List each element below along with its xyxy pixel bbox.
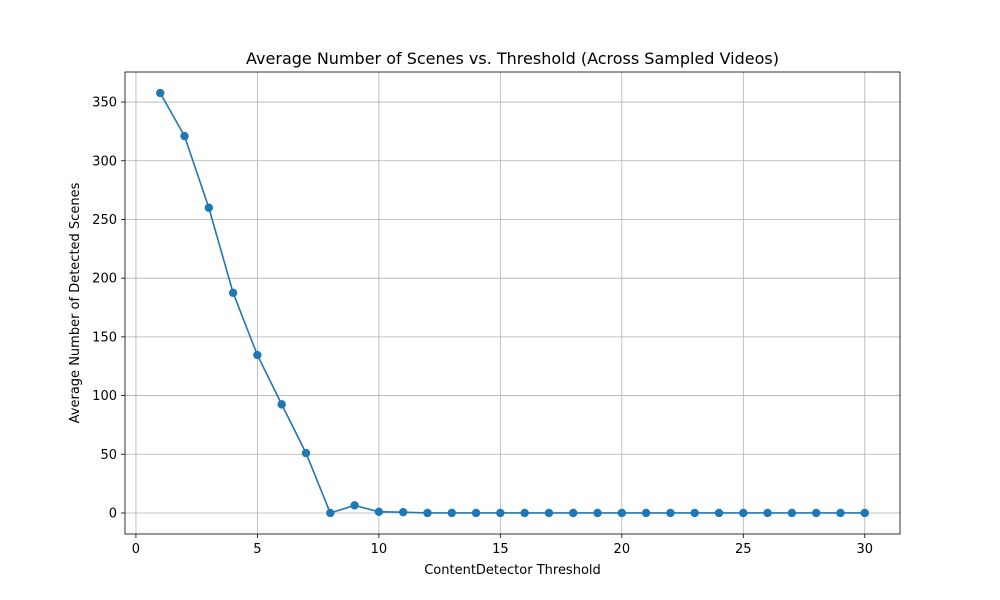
data-point — [228, 288, 238, 298]
y-tick-label: 100 — [92, 389, 117, 404]
grid — [125, 72, 900, 534]
data-point — [763, 508, 772, 518]
data-point — [301, 448, 311, 458]
data-point — [811, 508, 821, 518]
y-axis-label: Average Number of Detected Scenes — [68, 182, 83, 423]
x-tick-label: 15 — [492, 542, 509, 557]
data-point — [204, 203, 214, 212]
data-point — [398, 507, 408, 517]
y-axis-ticks: 0 50 100 150 200 250 300 350 — [92, 96, 125, 521]
data-point — [714, 508, 724, 518]
chart-title: Average Number of Scenes vs. Threshold (… — [246, 49, 779, 68]
x-tick-label: 0 — [132, 542, 140, 557]
x-tick-label: 20 — [614, 542, 631, 557]
data-point — [569, 508, 578, 518]
data-point — [374, 507, 384, 517]
data-point — [350, 501, 359, 510]
x-tick-label: 30 — [856, 542, 873, 557]
y-tick-label: 300 — [92, 154, 117, 169]
data-point — [690, 508, 699, 518]
x-tick-label: 10 — [371, 542, 388, 557]
data-point — [787, 508, 797, 518]
x-axis-ticks: 0 5 10 15 20 25 30 — [132, 534, 873, 557]
data-point — [496, 508, 505, 518]
y-tick-label: 350 — [92, 96, 117, 111]
y-tick-label: 150 — [92, 330, 117, 345]
data-point — [277, 400, 286, 409]
data-point — [544, 508, 554, 518]
data-point — [617, 508, 627, 518]
x-tick-label: 25 — [735, 542, 752, 557]
y-tick-label: 200 — [92, 272, 117, 287]
data-point — [860, 508, 869, 518]
y-tick-label: 250 — [92, 213, 117, 228]
data-point — [447, 508, 456, 518]
x-axis-label: ContentDetector Threshold — [424, 563, 601, 578]
series-line — [159, 92, 865, 514]
data-point — [520, 508, 529, 518]
data-point — [641, 508, 651, 518]
y-tick-label: 0 — [109, 506, 117, 521]
series-layer — [156, 88, 869, 518]
data-point — [423, 508, 432, 518]
y-tick-label: 50 — [100, 448, 117, 463]
data-point — [326, 508, 335, 518]
data-point — [739, 508, 748, 518]
plot-area-frame — [124, 71, 901, 535]
data-point — [156, 88, 165, 98]
x-tick-label: 5 — [253, 542, 261, 557]
data-point — [253, 350, 262, 360]
data-point — [836, 508, 845, 518]
data-point — [666, 508, 675, 518]
data-point — [471, 508, 481, 518]
data-point — [593, 508, 602, 518]
data-point — [180, 131, 189, 141]
